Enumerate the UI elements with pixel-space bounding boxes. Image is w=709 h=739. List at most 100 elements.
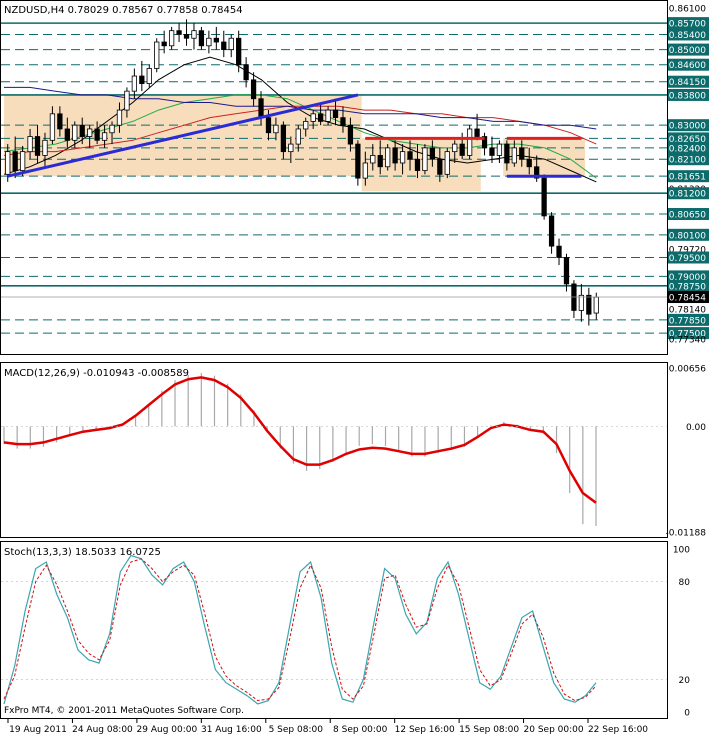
stoch-pane-frame (0, 541, 668, 719)
candle-body (101, 132, 108, 141)
macd-axis: 0.00656 0.00 -0.01188 (1, 365, 706, 539)
price-level-label: 0.77850 (669, 316, 706, 326)
macd-pane-frame (0, 362, 668, 538)
price-level-box (668, 313, 709, 326)
candle-body (124, 90, 130, 111)
candle-body (399, 151, 406, 164)
candle-body (72, 124, 78, 141)
price-level-box (668, 132, 709, 145)
macd-tick-label: 0.00656 (669, 365, 706, 375)
candle-body (109, 124, 115, 134)
candles (5, 19, 599, 326)
candle-body (481, 136, 488, 149)
candle-body (504, 143, 510, 164)
candle-body (556, 245, 562, 258)
candle-body (303, 121, 309, 130)
current-price-label: 0.78454 (669, 294, 706, 304)
candle-body (593, 296, 599, 314)
time-tick-label: 19 Aug 2011 (9, 725, 67, 735)
price-level-box (668, 279, 709, 292)
stoch-signal-line (3, 558, 597, 702)
candle-body (362, 162, 368, 179)
stoch-lines (1, 554, 667, 705)
price-level-box (668, 208, 709, 221)
candle-body (176, 30, 182, 35)
candle-body (87, 128, 93, 137)
candle-body (213, 37, 219, 43)
candle-body (325, 109, 331, 122)
candle-body (19, 151, 26, 171)
candle-body (116, 109, 123, 126)
candle-body (5, 151, 11, 175)
candle-body (273, 124, 279, 134)
price-level-label: 0.80100 (669, 231, 706, 241)
price-level-label: 0.84150 (669, 78, 706, 88)
price-level-box (668, 75, 709, 88)
candle-body (340, 117, 346, 126)
candle-body (377, 155, 383, 168)
candle-body (534, 166, 540, 179)
candle-body (250, 79, 257, 100)
price-level-box (668, 88, 709, 101)
candle-body (258, 98, 264, 119)
candle-body (236, 37, 242, 66)
price-level-label: 0.81651 (669, 173, 706, 183)
candle-body (586, 294, 592, 315)
candle-body (452, 143, 458, 153)
macd-tick-label: 0.00 (686, 423, 706, 433)
price-level-label: 0.82100 (669, 156, 706, 166)
candle-body (161, 41, 167, 47)
price-level-box (668, 119, 709, 132)
price-level-label: 0.83800 (669, 91, 706, 101)
price-level-box (668, 28, 709, 41)
macd-pane[interactable]: 0.00656 0.00 -0.01188 (1, 365, 706, 539)
price-level-box (668, 270, 709, 283)
time-tick-label: 12 Sep 16:00 (395, 725, 455, 735)
stoch-tick-label: 20 (679, 676, 691, 686)
price-level-box (668, 187, 709, 200)
candle-body (131, 75, 138, 92)
candle-body (407, 151, 413, 160)
stoch-pane[interactable]: 100 80 20 0 (1, 546, 690, 719)
price-level-label: 0.79000 (669, 273, 706, 283)
time-tick-label: 22 Sep 16:00 (588, 725, 648, 735)
price-pane-frame (0, 0, 668, 355)
time-tick-label: 5 Sep 08:00 (269, 725, 324, 735)
candle-body (79, 124, 85, 137)
price-level-label: 0.83000 (669, 122, 706, 132)
candle-body (12, 151, 18, 171)
time-tick-label: 15 Sep 08:00 (459, 725, 519, 735)
time-tick-label: 8 Sep 00:00 (333, 725, 388, 735)
moving-average-line (3, 105, 597, 156)
price-level-label: 0.81200 (669, 190, 706, 200)
candle-body (414, 158, 421, 171)
macd-header: MACD(12,26,9) -0.010943 -0.008589 (4, 368, 189, 379)
stoch-axis: 100 80 20 0 (673, 546, 690, 719)
price-level-label: 0.82650 (669, 135, 706, 145)
candle-body (42, 139, 48, 156)
time-tick-label: 31 Aug 16:00 (201, 725, 262, 735)
stoch-header: Stoch(13,3,3) 18.5033 16.0725 (4, 547, 161, 558)
time-tick-label: 29 Aug 00:00 (137, 725, 198, 735)
candle-body (34, 136, 41, 156)
candle-body (168, 30, 175, 47)
stoch-main-line (3, 554, 597, 705)
candle-body (49, 113, 56, 141)
price-tick-label: 0.86100 (669, 5, 706, 15)
candle-body (563, 257, 570, 285)
price-tick-label: 0.79720 (669, 246, 706, 256)
price-level-box (668, 170, 709, 183)
candle-body (429, 147, 436, 160)
candle-body (444, 151, 450, 175)
candle-body (221, 41, 227, 50)
price-level-box (668, 17, 709, 30)
macd-tick-label: -0.01188 (666, 529, 707, 539)
candle-body (466, 128, 473, 156)
time-tick-label: 20 Sep 00:00 (524, 725, 584, 735)
pane-frames (0, 0, 668, 719)
candle-body (57, 113, 63, 130)
candle-body (385, 147, 391, 168)
